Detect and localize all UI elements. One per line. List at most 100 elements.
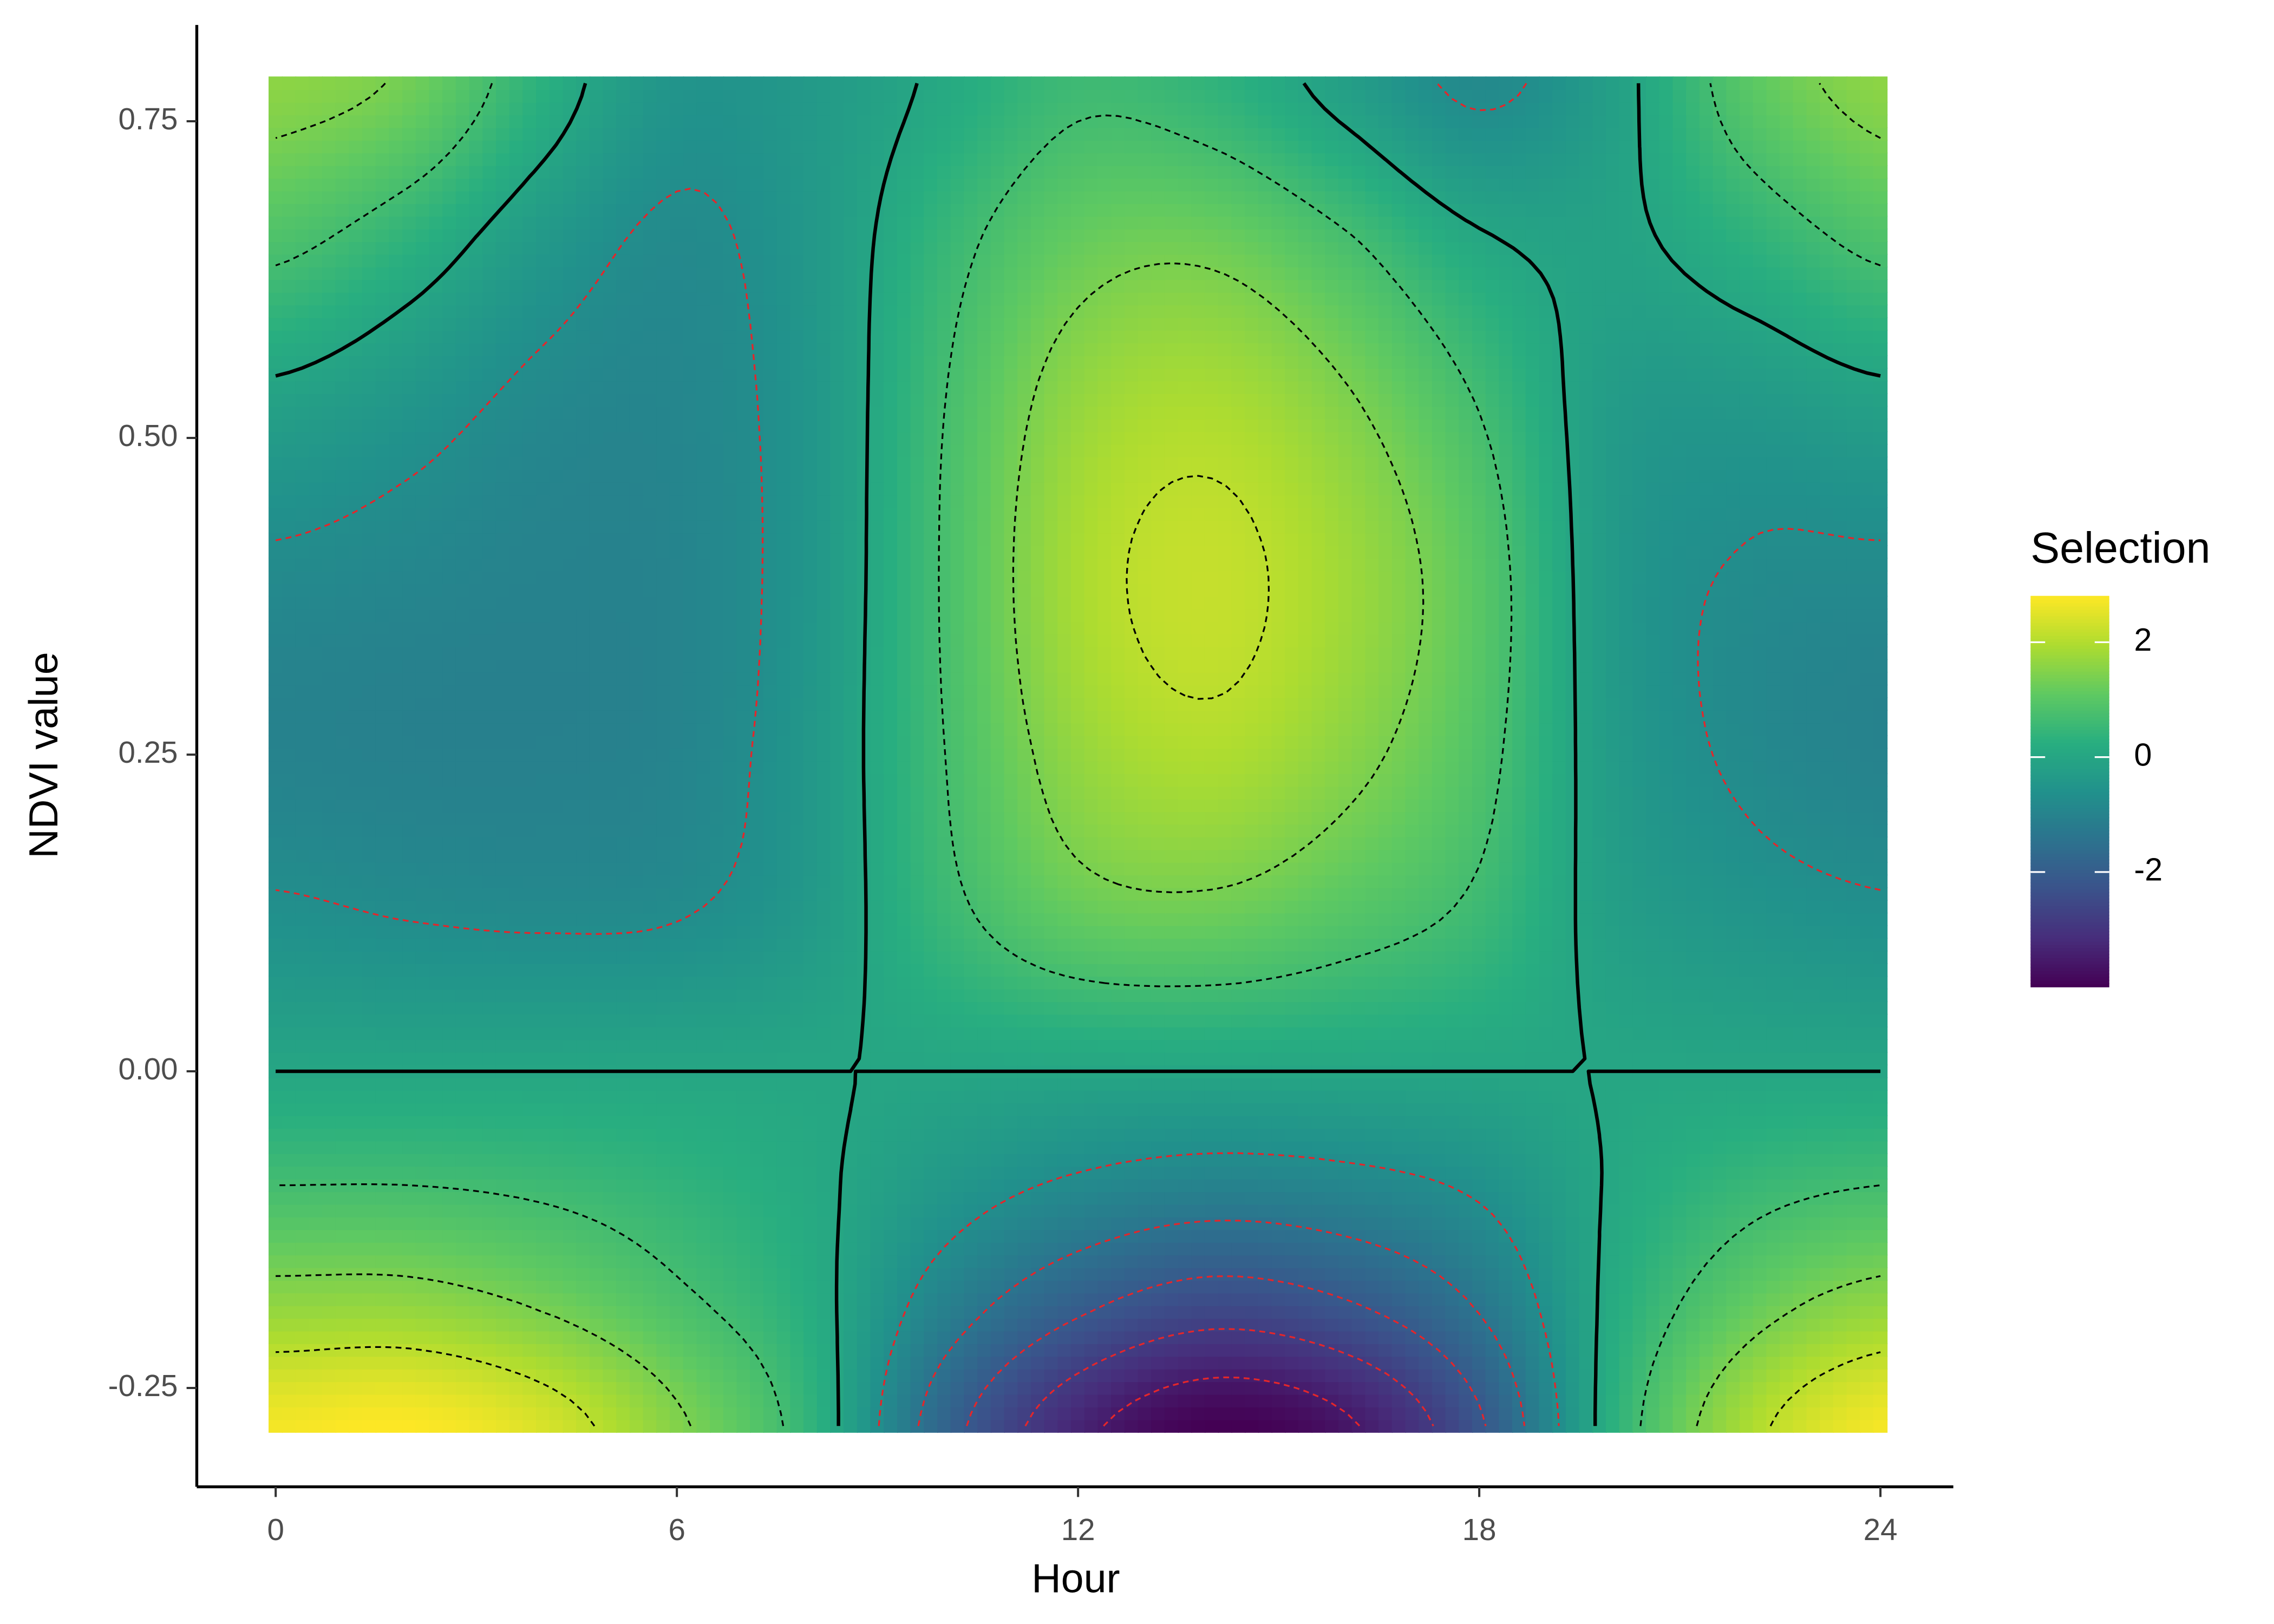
tile bbox=[482, 1318, 497, 1332]
tile bbox=[1713, 1039, 1727, 1053]
tile bbox=[282, 988, 297, 1003]
tile bbox=[763, 1178, 778, 1193]
tile bbox=[1525, 1013, 1540, 1027]
tile bbox=[1432, 938, 1447, 952]
tile bbox=[469, 1343, 483, 1357]
tile bbox=[1699, 1355, 1714, 1370]
tile bbox=[1405, 912, 1420, 926]
tile bbox=[723, 1368, 738, 1383]
tile bbox=[415, 1140, 430, 1154]
tile bbox=[603, 1393, 617, 1407]
tile bbox=[1391, 1001, 1407, 1015]
tile bbox=[816, 1393, 831, 1407]
tile bbox=[964, 1381, 978, 1395]
tile bbox=[509, 1355, 524, 1370]
tile bbox=[389, 1292, 403, 1306]
tile bbox=[269, 1216, 283, 1230]
tile bbox=[482, 900, 497, 914]
tile bbox=[964, 1001, 978, 1015]
tile bbox=[549, 1026, 564, 1040]
tile bbox=[1565, 1128, 1580, 1142]
tile bbox=[1499, 1280, 1513, 1294]
tile bbox=[816, 1254, 831, 1268]
tile bbox=[790, 938, 805, 952]
tile bbox=[1739, 1229, 1754, 1243]
tile bbox=[1659, 1242, 1674, 1256]
tile bbox=[1459, 1039, 1473, 1053]
tile bbox=[1218, 1330, 1232, 1344]
tile bbox=[1138, 963, 1152, 977]
tile bbox=[736, 1381, 751, 1395]
tile bbox=[870, 1267, 885, 1281]
tile bbox=[1485, 1090, 1500, 1104]
tile bbox=[1632, 1178, 1647, 1193]
tile bbox=[389, 1267, 403, 1281]
tile bbox=[1873, 1242, 1888, 1256]
tile bbox=[1846, 1216, 1861, 1230]
tile bbox=[1499, 1165, 1513, 1180]
tile bbox=[1258, 1026, 1273, 1040]
tile bbox=[322, 1026, 337, 1040]
tile bbox=[616, 1039, 631, 1053]
tile bbox=[522, 1039, 537, 1053]
tile bbox=[1605, 950, 1620, 964]
tile bbox=[977, 1039, 992, 1053]
tile bbox=[1191, 988, 1206, 1003]
tile bbox=[1726, 1013, 1741, 1027]
tile bbox=[616, 1165, 631, 1180]
tile bbox=[1605, 1115, 1620, 1129]
tile bbox=[1699, 1318, 1714, 1332]
tile bbox=[1191, 1355, 1206, 1370]
tile bbox=[603, 1280, 617, 1294]
tile bbox=[1245, 1090, 1259, 1104]
tile bbox=[870, 1280, 885, 1294]
tile bbox=[1365, 1368, 1380, 1383]
tile bbox=[509, 1026, 524, 1040]
tile bbox=[977, 1052, 992, 1066]
tile bbox=[1753, 1026, 1767, 1040]
tile bbox=[549, 1077, 564, 1091]
tile bbox=[1218, 1090, 1232, 1104]
tile bbox=[870, 1254, 885, 1268]
tile bbox=[1271, 1267, 1286, 1281]
tile bbox=[643, 1128, 657, 1142]
tile bbox=[1605, 1267, 1620, 1281]
tile bbox=[375, 1368, 390, 1383]
tile bbox=[1164, 1318, 1179, 1332]
tile bbox=[857, 1330, 872, 1344]
tile bbox=[322, 1355, 337, 1370]
tile bbox=[950, 1254, 965, 1268]
tile bbox=[1405, 1001, 1420, 1015]
tile bbox=[1873, 1393, 1888, 1407]
tile bbox=[1873, 1406, 1888, 1420]
tile bbox=[295, 988, 310, 1003]
tile bbox=[710, 1355, 724, 1370]
tile bbox=[1793, 950, 1808, 964]
tile bbox=[696, 1355, 711, 1370]
tile bbox=[1245, 1026, 1259, 1040]
tile bbox=[402, 950, 417, 964]
tile bbox=[1699, 1229, 1714, 1243]
tile bbox=[897, 1330, 912, 1344]
tile bbox=[616, 1318, 631, 1332]
tile bbox=[282, 900, 297, 914]
tile bbox=[442, 1280, 457, 1294]
tile bbox=[536, 1292, 551, 1306]
tile bbox=[1686, 1381, 1701, 1395]
tile bbox=[335, 1368, 350, 1383]
tile bbox=[1820, 1229, 1834, 1243]
tile bbox=[1084, 925, 1099, 939]
tile bbox=[1391, 1102, 1407, 1116]
tile bbox=[937, 1153, 952, 1167]
tile bbox=[1445, 1305, 1460, 1319]
tile bbox=[455, 1128, 471, 1142]
tile bbox=[469, 912, 483, 926]
tile bbox=[1191, 1013, 1206, 1027]
tile bbox=[1846, 1052, 1861, 1066]
tile bbox=[790, 1153, 805, 1167]
tile bbox=[389, 1026, 403, 1040]
tile bbox=[1178, 1368, 1192, 1383]
tile bbox=[683, 1216, 697, 1230]
tile bbox=[1525, 938, 1540, 952]
tile bbox=[910, 925, 925, 939]
